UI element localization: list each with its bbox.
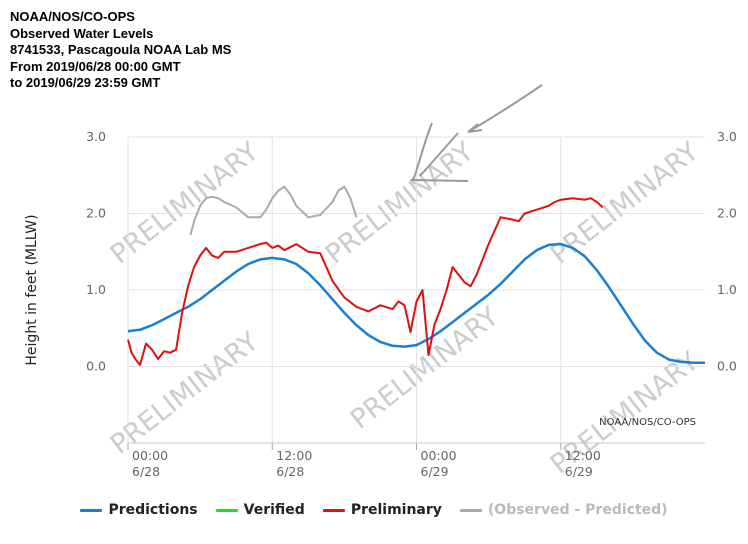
- legend-label: (Observed - Predicted): [487, 502, 668, 518]
- y-tick-label-right: 2.0: [717, 206, 737, 221]
- series-line-predictions: [127, 242, 705, 364]
- header-agency: NOAA/NOS/CO-OPS: [10, 9, 135, 24]
- legend-label: Preliminary: [350, 502, 442, 518]
- x-tick-time: 00:00: [132, 448, 168, 463]
- watermark-text: PRELIMINARY: [545, 136, 705, 271]
- header-product: Observed Water Levels: [10, 25, 154, 41]
- header-to-date: to 2019/06/29 23:59 GMT: [10, 75, 161, 90]
- y-tick-label-left: 1.0: [86, 282, 106, 297]
- x-tick-time: 12:00: [565, 448, 601, 463]
- series-line-preliminary: [127, 197, 604, 366]
- legend-label: Predictions: [108, 502, 198, 518]
- x-tick-time: 12:00: [276, 448, 312, 463]
- y-tick-label-right: 0.0: [717, 359, 737, 374]
- legend-swatch: [80, 508, 103, 512]
- legend: Predictions Verified Preliminary (Observed …: [0, 502, 748, 518]
- y-axis-label: Height in feet (MLLW): [24, 214, 40, 365]
- x-tick-date: 6/29: [565, 464, 593, 479]
- legend-item[interactable]: Predictions: [80, 502, 198, 518]
- series-line-observed-predicted: [189, 185, 358, 236]
- legend-swatch: [459, 508, 482, 512]
- x-tick-date: 6/29: [421, 464, 449, 479]
- legend-item[interactable]: Verified: [215, 502, 305, 518]
- legend-swatch: [322, 508, 345, 512]
- x-tick-time: 00:00: [421, 448, 457, 463]
- legend-swatch: [215, 508, 238, 512]
- legend-label: Verified: [243, 502, 305, 518]
- grid-layer: [127, 136, 705, 443]
- chart-header: NOAA/NOS/CO-OPS Observed Water Levels 87…: [10, 9, 231, 92]
- header-from-date: From 2019/06/28 00:00 GMT: [10, 58, 181, 74]
- legend-item[interactable]: Preliminary: [322, 502, 442, 518]
- legend-item[interactable]: (Observed - Predicted): [459, 502, 668, 518]
- handwritten-arrow-annotation: [409, 84, 543, 182]
- axes-layer: 3.0 3.02.0 2.01.0 1.00.0 0.000:006/2812:006/…: [86, 129, 737, 479]
- x-tick-date: 6/28: [132, 464, 160, 479]
- y-tick-label-left: 2.0: [86, 206, 106, 221]
- y-tick-label-right: 1.0: [717, 282, 737, 297]
- series-layer: [127, 185, 705, 366]
- water-level-chart: PRELIMINARY PRELIMINARY PRELIMINARYPRELIMI…: [24, 84, 737, 480]
- header-station: 8741533, Pascagoula NOAA Lab MS: [10, 42, 232, 57]
- y-tick-label-right: 3.0: [717, 129, 737, 144]
- y-tick-label-left: 3.0: [86, 129, 106, 144]
- watermark-text: PRELIMINARY: [320, 136, 480, 271]
- y-tick-label-left: 0.0: [86, 359, 106, 374]
- credit-label: NOAA/NOS/CO-OPS: [599, 417, 696, 428]
- x-tick-date: 6/28: [276, 464, 304, 479]
